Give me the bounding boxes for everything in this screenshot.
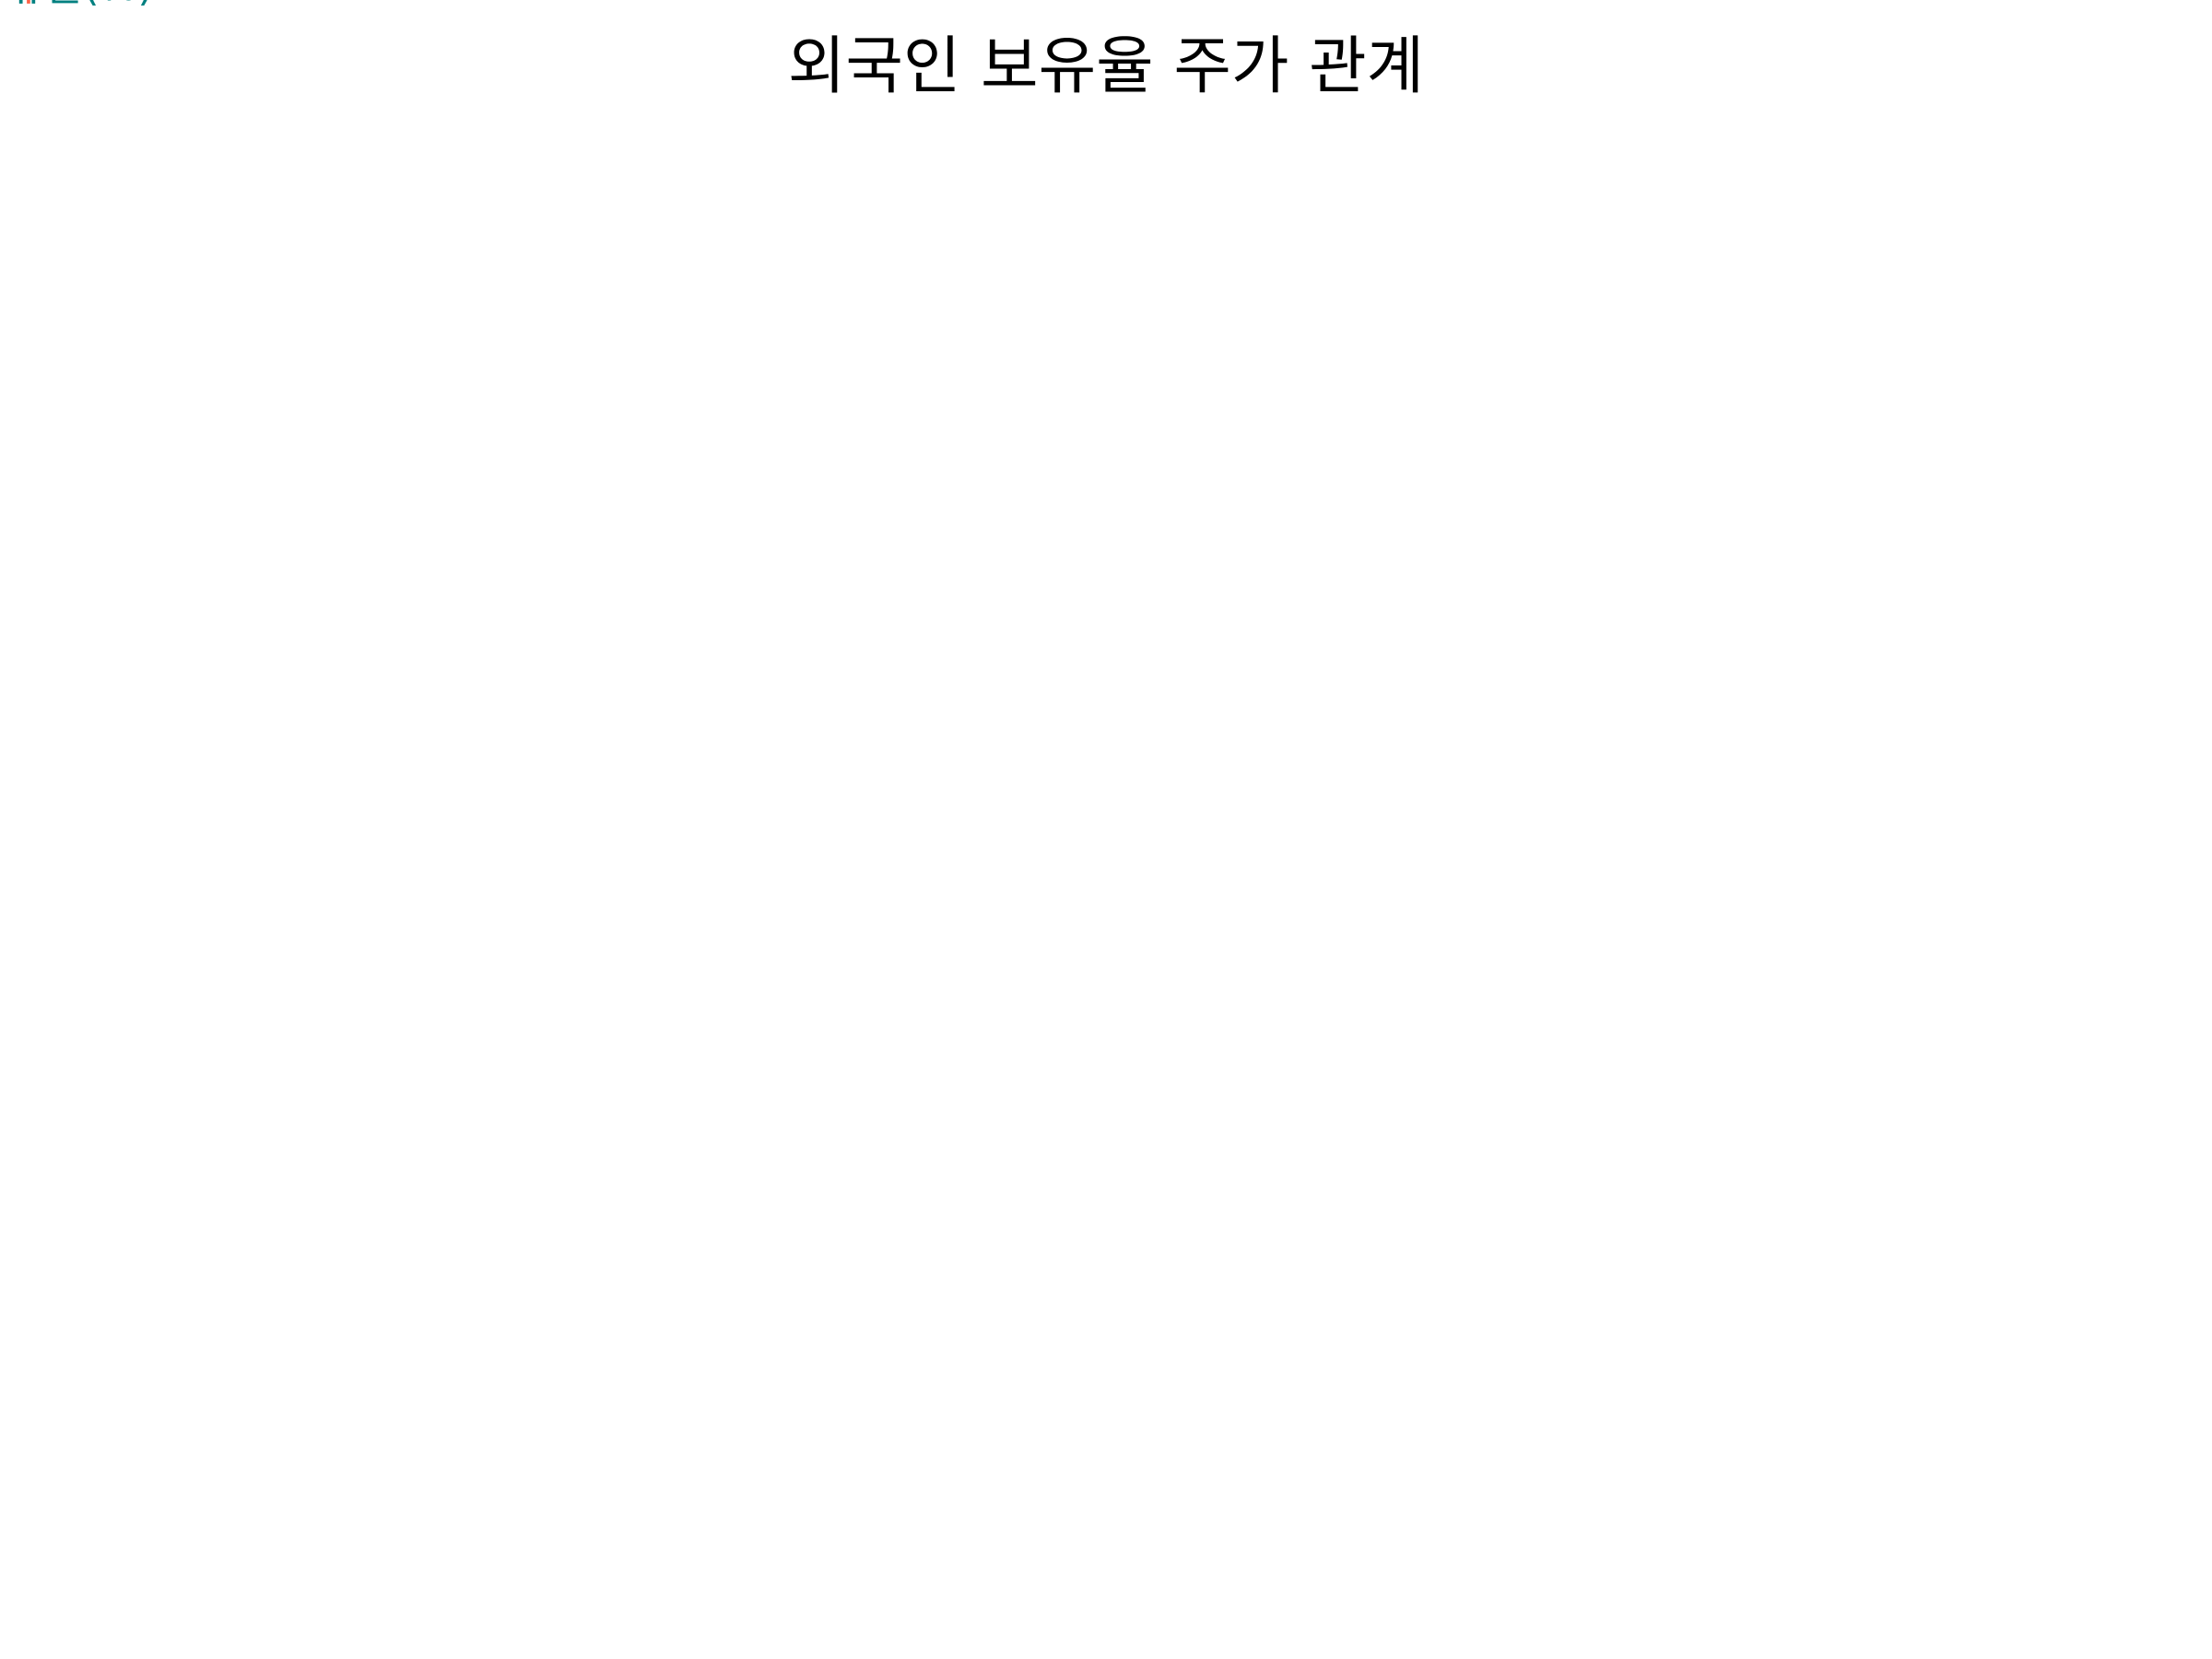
left-axis-label: 외국인 보유율(%) [0,0,154,10]
right-axis-label: 주가 [0,0,37,10]
chart-title: 외국인 보유율 주가 관계 [788,30,1424,103]
